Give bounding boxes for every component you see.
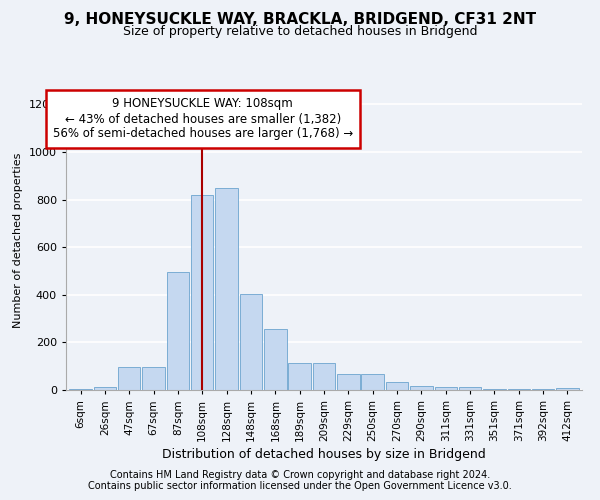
Bar — [459, 387, 481, 390]
Bar — [508, 389, 530, 390]
Bar — [215, 188, 238, 390]
Text: 9, HONEYSUCKLE WAY, BRACKLA, BRIDGEND, CF31 2NT: 9, HONEYSUCKLE WAY, BRACKLA, BRIDGEND, C… — [64, 12, 536, 28]
Bar — [386, 382, 408, 390]
Bar — [94, 387, 116, 390]
X-axis label: Distribution of detached houses by size in Bridgend: Distribution of detached houses by size … — [162, 448, 486, 461]
Bar — [313, 362, 335, 390]
Bar — [434, 387, 457, 390]
Y-axis label: Number of detached properties: Number of detached properties — [13, 152, 23, 328]
Bar — [483, 389, 506, 390]
Bar — [240, 294, 262, 390]
Bar — [361, 374, 384, 390]
Bar — [118, 368, 140, 390]
Bar — [191, 195, 214, 390]
Text: Size of property relative to detached houses in Bridgend: Size of property relative to detached ho… — [123, 25, 477, 38]
Bar — [532, 389, 554, 390]
Bar — [337, 374, 359, 390]
Bar — [142, 368, 165, 390]
Text: 9 HONEYSUCKLE WAY: 108sqm
← 43% of detached houses are smaller (1,382)
56% of se: 9 HONEYSUCKLE WAY: 108sqm ← 43% of detac… — [53, 98, 353, 140]
Bar — [289, 362, 311, 390]
Text: Contains public sector information licensed under the Open Government Licence v3: Contains public sector information licen… — [88, 481, 512, 491]
Bar — [556, 388, 578, 390]
Bar — [264, 330, 287, 390]
Bar — [167, 272, 189, 390]
Bar — [410, 386, 433, 390]
Bar — [70, 389, 92, 390]
Text: Contains HM Land Registry data © Crown copyright and database right 2024.: Contains HM Land Registry data © Crown c… — [110, 470, 490, 480]
